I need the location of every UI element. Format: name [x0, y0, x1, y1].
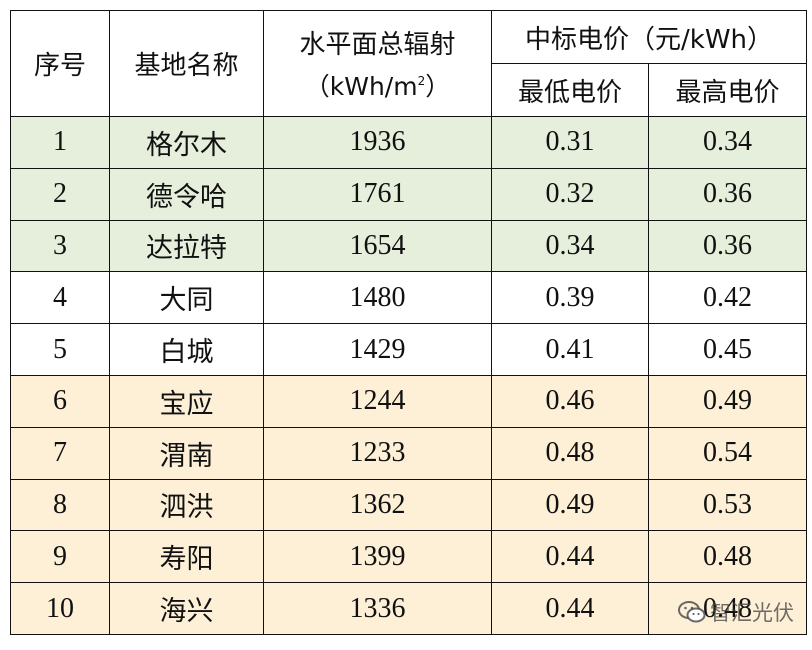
cell-base-name: 渭南 [109, 426, 264, 480]
table-row: 6 宝应 1244 0.46 0.49 [10, 374, 808, 428]
cell-min-price: 0.32 [491, 167, 649, 221]
cell-base-name: 格尔木 [109, 116, 264, 169]
cell-min-price: 0.34 [491, 219, 649, 273]
cell-index: 6 [10, 374, 110, 428]
cell-index: 5 [10, 323, 110, 376]
table-row: 3 达拉特 1654 0.34 0.36 [10, 219, 808, 273]
cell-min-price: 0.46 [491, 374, 649, 428]
cell-max-price: 0.48 [647, 582, 808, 635]
cell-index: 8 [10, 478, 110, 532]
table-row: 5 白城 1429 0.41 0.45 [10, 323, 808, 376]
cell-irradiance: 1429 [263, 323, 492, 376]
cell-index: 1 [10, 116, 110, 169]
table-row: 7 渭南 1233 0.48 0.54 [10, 426, 808, 480]
cell-index: 3 [10, 219, 110, 273]
cell-base-name: 德令哈 [109, 167, 264, 221]
cell-max-price: 0.54 [647, 426, 808, 480]
cell-max-price: 0.48 [647, 530, 808, 584]
header-min-price: 最低电价 [491, 63, 649, 117]
cell-max-price: 0.42 [647, 271, 808, 325]
cell-min-price: 0.44 [491, 530, 649, 584]
cell-index: 9 [10, 530, 110, 584]
cell-irradiance: 1336 [263, 582, 492, 635]
cell-max-price: 0.34 [647, 116, 808, 169]
cell-min-price: 0.41 [491, 323, 649, 376]
header-price-group: 中标电价（元/kWh） [490, 10, 808, 64]
table-row: 10 海兴 1336 0.44 0.48 [10, 582, 808, 635]
cell-min-price: 0.49 [491, 478, 649, 532]
cell-base-name: 海兴 [109, 582, 264, 635]
cell-base-name: 泗洪 [109, 478, 264, 532]
cell-max-price: 0.45 [647, 323, 808, 376]
price-table: 序号 基地名称 水平面总辐射 （kWh/m2） 中标电价（元/kWh） 最低电价… [10, 10, 808, 635]
cell-max-price: 0.36 [647, 219, 808, 273]
cell-min-price: 0.31 [491, 116, 649, 169]
cell-index: 7 [10, 426, 110, 480]
cell-min-price: 0.48 [491, 426, 649, 480]
cell-irradiance: 1233 [263, 426, 492, 480]
cell-base-name: 大同 [109, 271, 264, 325]
header-index: 序号 [10, 10, 110, 117]
table-body: 1 格尔木 1936 0.31 0.34 2 德令哈 1761 0.32 0.36 3 达拉特 1654… [10, 116, 808, 635]
table-row: 2 德令哈 1761 0.32 0.36 [10, 167, 808, 221]
table-row: 4 大同 1480 0.39 0.42 [10, 271, 808, 325]
cell-index: 4 [10, 271, 110, 325]
cell-irradiance: 1362 [263, 478, 492, 532]
cell-base-name: 达拉特 [109, 219, 264, 273]
cell-base-name: 宝应 [109, 374, 264, 428]
cell-base-name: 白城 [109, 323, 264, 376]
header-base-name: 基地名称 [109, 10, 264, 117]
header-irradiance-unit: （kWh/m2） [304, 72, 451, 101]
cell-irradiance: 1480 [263, 271, 492, 325]
cell-index: 2 [10, 167, 110, 221]
cell-irradiance: 1399 [263, 530, 492, 584]
cell-max-price: 0.36 [647, 167, 808, 221]
table-header: 序号 基地名称 水平面总辐射 （kWh/m2） 中标电价（元/kWh） 最低电价… [10, 10, 808, 117]
cell-irradiance: 1936 [263, 116, 492, 169]
cell-irradiance: 1654 [263, 219, 492, 273]
header-max-price: 最高电价 [647, 63, 808, 117]
cell-base-name: 寿阳 [109, 530, 264, 584]
cell-irradiance: 1244 [263, 374, 492, 428]
table-row: 1 格尔木 1936 0.31 0.34 [10, 116, 808, 169]
header-irradiance: 水平面总辐射 （kWh/m2） [263, 10, 492, 117]
header-irradiance-title: 水平面总辐射 [299, 30, 456, 60]
cell-max-price: 0.49 [647, 374, 808, 428]
table-row: 8 泗洪 1362 0.49 0.53 [10, 478, 808, 532]
cell-index: 10 [10, 582, 110, 635]
cell-max-price: 0.53 [647, 478, 808, 532]
cell-irradiance: 1761 [263, 167, 492, 221]
table-row: 9 寿阳 1399 0.44 0.48 [10, 530, 808, 584]
cell-min-price: 0.44 [491, 582, 649, 635]
cell-min-price: 0.39 [491, 271, 649, 325]
